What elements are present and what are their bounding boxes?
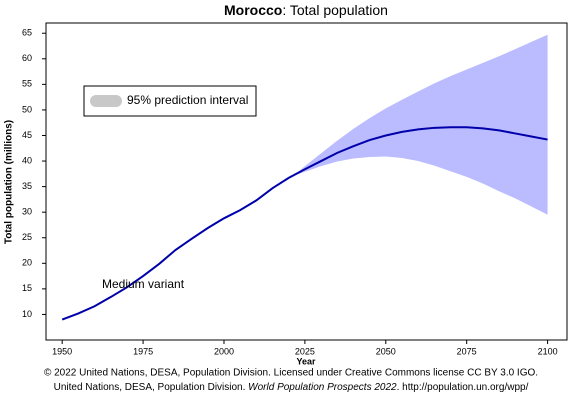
x-axis-label: Year (296, 356, 316, 366)
x-tick-label: 2075 (457, 346, 477, 356)
x-tick-label: 2050 (376, 346, 396, 356)
title-rest: : Total population (282, 2, 388, 18)
chart-title: Morocco: Total population (224, 2, 388, 18)
x-tick-label: 2000 (214, 346, 234, 356)
y-tick-label: 30 (22, 207, 32, 217)
footer-line1: © 2022 United Nations, DESA, Population … (44, 368, 538, 379)
y-tick-label: 65 (22, 28, 32, 38)
y-tick-label: 40 (22, 155, 32, 165)
y-tick-label: 55 (22, 79, 32, 89)
series-line (61, 126, 548, 321)
legend-swatch (90, 95, 122, 107)
x-tick-label: 2100 (538, 346, 558, 356)
plot-frame (45, 22, 568, 341)
footer-text: . http://population.un.org/wpp/ (397, 382, 529, 393)
footer-italic: World Population Prospects 2022 (248, 382, 397, 393)
y-tick-label: 25 (22, 232, 32, 242)
title-country: Morocco (224, 2, 282, 18)
y-tick-label: 10 (22, 309, 32, 319)
series-label: Medium variant (102, 277, 185, 291)
legend-label: 95% prediction interval (127, 93, 248, 107)
y-axis-label: Total population (millions) (4, 120, 15, 244)
x-tick-label: 1975 (133, 346, 153, 356)
y-tick-label: 15 (22, 283, 32, 293)
prediction-band (295, 34, 548, 215)
footer-line2: United Nations, DESA, Population Divisio… (54, 382, 529, 393)
y-tick-label: 20 (22, 258, 32, 268)
y-tick-label: 35 (22, 181, 32, 191)
x-tick-label: 1950 (52, 346, 72, 356)
y-tick-label: 45 (22, 130, 32, 140)
footer-text: United Nations, DESA, Population Divisio… (54, 382, 249, 393)
x-tick-label: 2025 (295, 346, 315, 356)
y-tick-label: 60 (22, 53, 32, 63)
y-tick-label: 50 (22, 104, 32, 114)
